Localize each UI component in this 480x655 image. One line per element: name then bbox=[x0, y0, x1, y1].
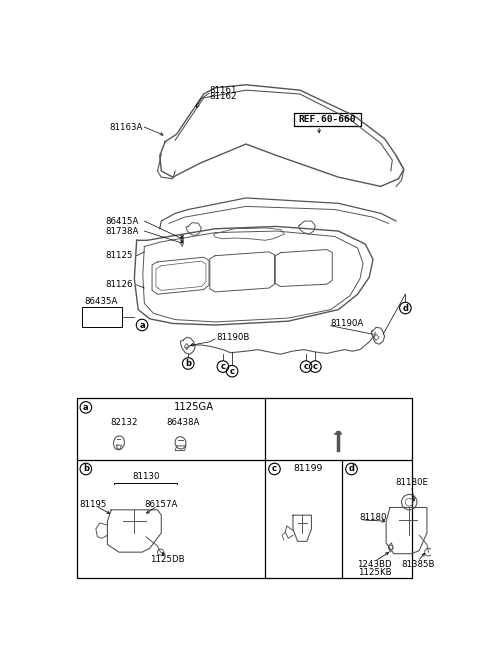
Text: 86415A: 86415A bbox=[106, 217, 139, 225]
Text: a: a bbox=[83, 403, 89, 412]
Text: d: d bbox=[348, 464, 355, 474]
Text: 86438A: 86438A bbox=[166, 419, 200, 427]
Text: 1243BD: 1243BD bbox=[357, 560, 392, 569]
Text: 81162: 81162 bbox=[210, 92, 237, 101]
Text: 81125: 81125 bbox=[106, 252, 133, 260]
Text: 1125GA: 1125GA bbox=[174, 402, 214, 413]
Text: 1125DB: 1125DB bbox=[150, 555, 185, 565]
Text: 81199: 81199 bbox=[293, 464, 323, 474]
Bar bbox=[82, 307, 122, 327]
Text: c: c bbox=[303, 362, 309, 371]
Text: 86157A: 86157A bbox=[144, 500, 178, 509]
Text: 81161: 81161 bbox=[210, 86, 237, 95]
Text: c: c bbox=[313, 362, 318, 371]
Text: 81190A: 81190A bbox=[331, 319, 364, 328]
Text: a: a bbox=[139, 320, 145, 329]
Text: 81130: 81130 bbox=[132, 472, 160, 481]
Text: 81180: 81180 bbox=[359, 513, 387, 522]
Text: 1125KB: 1125KB bbox=[358, 568, 391, 576]
Text: b: b bbox=[83, 464, 89, 474]
Text: 81738A: 81738A bbox=[106, 227, 139, 236]
Text: 81126: 81126 bbox=[106, 280, 133, 290]
Bar bbox=[294, 113, 361, 126]
Text: c: c bbox=[220, 362, 226, 371]
Text: c: c bbox=[272, 464, 277, 474]
Text: 81180E: 81180E bbox=[395, 478, 428, 487]
Text: 81190B: 81190B bbox=[217, 333, 250, 342]
Bar bbox=[77, 398, 411, 578]
Text: REF.60-660: REF.60-660 bbox=[299, 115, 356, 124]
Text: 82132: 82132 bbox=[110, 419, 138, 427]
Text: 81385B: 81385B bbox=[401, 560, 434, 569]
Text: b: b bbox=[185, 359, 191, 368]
Text: 81195: 81195 bbox=[80, 500, 107, 509]
Text: 86435A: 86435A bbox=[84, 297, 118, 307]
Text: d: d bbox=[402, 303, 408, 312]
Text: c: c bbox=[229, 367, 235, 376]
Text: 81163A: 81163A bbox=[109, 122, 142, 132]
